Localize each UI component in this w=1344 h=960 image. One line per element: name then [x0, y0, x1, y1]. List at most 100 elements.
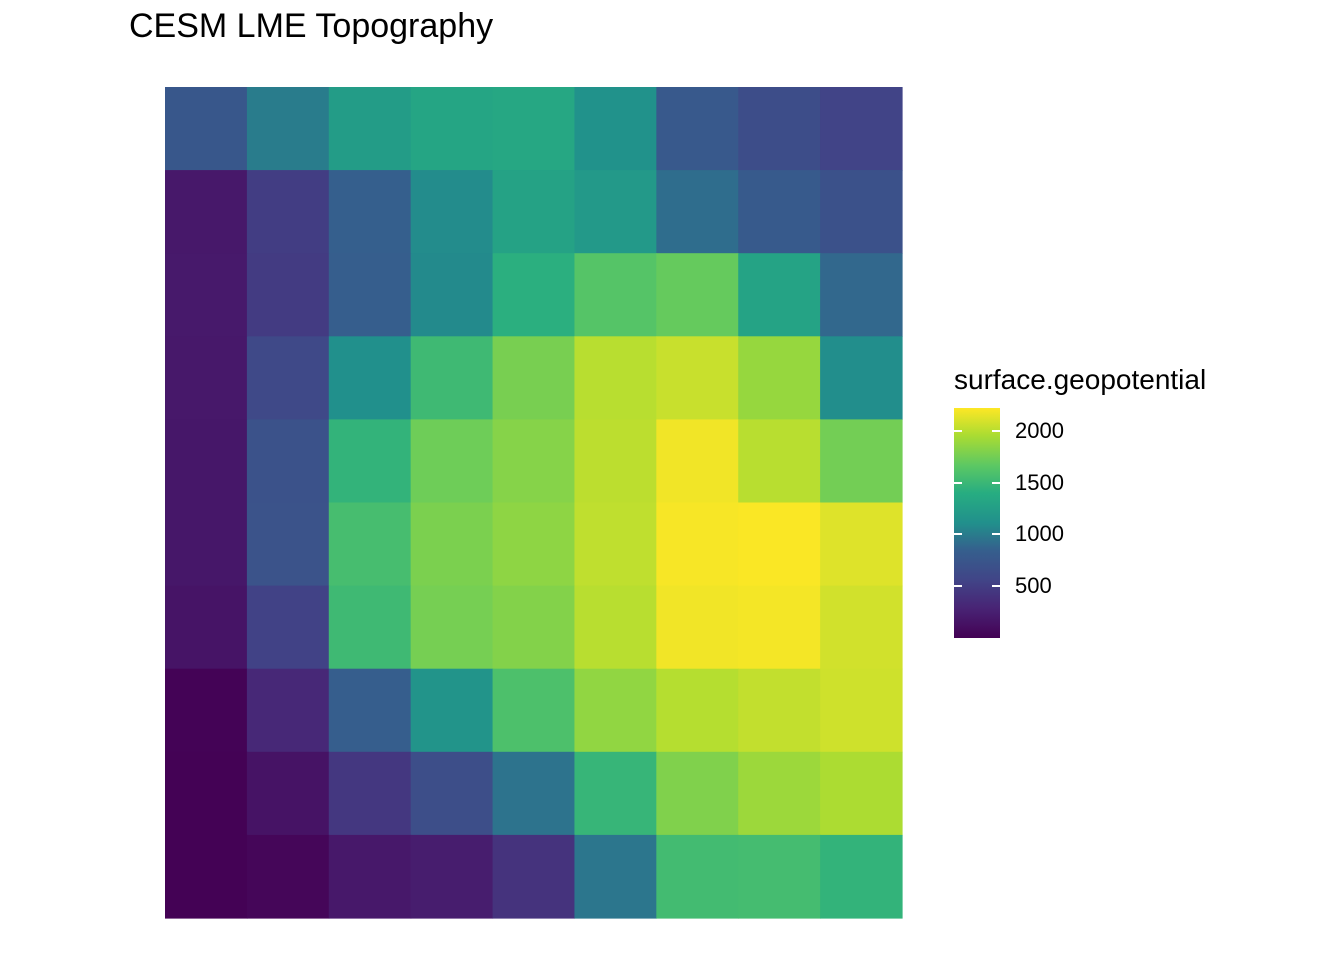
heatmap-cell-r9-c1 — [246, 834, 330, 919]
heatmap-cell-r1-c3 — [410, 170, 494, 254]
heatmap-cell-r6-c0 — [165, 585, 248, 670]
heatmap-cell-r8-c6 — [656, 751, 739, 836]
heatmap-cell-r3-c3 — [410, 336, 494, 420]
heatmap-cell-r9-c8 — [820, 834, 903, 919]
heatmap-cell-r1-c1 — [246, 170, 330, 254]
heatmap-cell-r0-c1 — [246, 87, 330, 171]
heatmap-cell-r5-c4 — [492, 502, 576, 587]
heatmap-cell-r8-c2 — [328, 751, 412, 836]
heatmap-cell-r8-c0 — [165, 751, 248, 836]
heatmap-cell-r2-c1 — [246, 253, 330, 337]
heatmap-cell-r9-c0 — [165, 834, 248, 919]
heatmap-cell-r7-c3 — [410, 668, 494, 753]
heatmap-cell-r9-c7 — [738, 834, 821, 919]
heatmap-cell-r0-c7 — [738, 87, 821, 171]
heatmap-cell-r8-c5 — [574, 751, 657, 836]
heatmap-cell-r1-c8 — [820, 170, 903, 254]
heatmap-cell-r2-c3 — [410, 253, 494, 337]
heatmap-cell-r5-c1 — [246, 502, 330, 587]
legend-tick-label-0: 500 — [1015, 573, 1052, 599]
heatmap-cell-r3-c1 — [246, 336, 330, 420]
legend-tick-label-1: 1000 — [1015, 521, 1064, 547]
heatmap-cell-r2-c8 — [820, 253, 903, 337]
heatmap-cell-r1-c4 — [492, 170, 576, 254]
heatmap-cell-r1-c5 — [574, 170, 657, 254]
heatmap-cell-r0-c2 — [328, 87, 412, 171]
heatmap-cell-r9-c3 — [410, 834, 494, 919]
heatmap-cell-r2-c5 — [574, 253, 657, 337]
heatmap-cell-r3-c6 — [656, 336, 739, 420]
heatmap-cell-r2-c6 — [656, 253, 739, 337]
heatmap-cell-r9-c5 — [574, 834, 657, 919]
heatmap-cell-r6-c6 — [656, 585, 739, 670]
heatmap-cell-r4-c6 — [656, 419, 739, 504]
heatmap-cell-r5-c5 — [574, 502, 657, 587]
heatmap-cell-r1-c7 — [738, 170, 821, 254]
legend-tick-right-0 — [992, 585, 1000, 588]
chart-title: CESM LME Topography — [129, 7, 494, 45]
heatmap-cell-r0-c8 — [820, 87, 903, 171]
heatmap-cell-r2-c7 — [738, 253, 821, 337]
heatmap-cell-r1-c0 — [165, 170, 248, 254]
heatmap-cell-r9-c6 — [656, 834, 739, 919]
heatmap-cell-r0-c4 — [492, 87, 576, 171]
legend-tick-label-2: 1500 — [1015, 469, 1064, 495]
heatmap-cell-r6-c1 — [246, 585, 330, 670]
heatmap-cell-r4-c2 — [328, 419, 412, 504]
heatmap-cell-r8-c4 — [492, 751, 576, 836]
heatmap-cell-r6-c2 — [328, 585, 412, 670]
heatmap-cell-r4-c4 — [492, 419, 576, 504]
legend-tick-right-2 — [992, 481, 1000, 484]
heatmap-cell-r7-c4 — [492, 668, 576, 753]
heatmap-cell-r3-c4 — [492, 336, 576, 420]
heatmap-cell-r5-c2 — [328, 502, 412, 587]
heatmap-cell-r0-c5 — [574, 87, 657, 171]
heatmap-cell-r2-c0 — [165, 253, 248, 337]
heatmap-cell-r7-c6 — [656, 668, 739, 753]
heatmap-cell-r8-c3 — [410, 751, 494, 836]
heatmap-cell-r2-c4 — [492, 253, 576, 337]
heatmap-cell-r7-c1 — [246, 668, 330, 753]
heatmap-cell-r6-c7 — [738, 585, 821, 670]
heatmap-cell-r6-c4 — [492, 585, 576, 670]
heatmap-cell-r0-c6 — [656, 87, 739, 171]
heatmap-cell-r1-c6 — [656, 170, 739, 254]
heatmap-cell-r7-c7 — [738, 668, 821, 753]
heatmap-cell-r6-c5 — [574, 585, 657, 670]
heatmap-cell-r6-c3 — [410, 585, 494, 670]
heatmap-cell-r6-c8 — [820, 585, 903, 670]
heatmap-cell-r3-c0 — [165, 336, 248, 420]
heatmap-cell-r7-c2 — [328, 668, 412, 753]
heatmap-cell-r1-c2 — [328, 170, 412, 254]
heatmap-cell-r2-c2 — [328, 253, 412, 337]
heatmap-cell-r3-c2 — [328, 336, 412, 420]
heatmap-cell-r8-c7 — [738, 751, 821, 836]
heatmap-cell-r4-c1 — [246, 419, 330, 504]
legend-tick-right-3 — [992, 429, 1000, 432]
legend-tick-left-1 — [954, 533, 962, 536]
heatmap-cell-r9-c2 — [328, 834, 412, 919]
legend-tick-right-1 — [992, 533, 1000, 536]
legend-title: surface.geopotential — [954, 364, 1207, 395]
heatmap-cell-r4-c8 — [820, 419, 903, 504]
heatmap-cell-r8-c1 — [246, 751, 330, 836]
heatmap-cell-r4-c7 — [738, 419, 821, 504]
heatmap-cell-r7-c0 — [165, 668, 248, 753]
heatmap-cell-r4-c3 — [410, 419, 494, 504]
legend-tick-left-2 — [954, 481, 962, 484]
legend-tick-left-0 — [954, 585, 962, 588]
legend-colorbar — [954, 408, 1000, 638]
heatmap-cell-r0-c3 — [410, 87, 494, 171]
heatmap-cell-r9-c4 — [492, 834, 576, 919]
heatmap-cell-r5-c0 — [165, 502, 248, 587]
heatmap-cell-r4-c5 — [574, 419, 657, 504]
heatmap-cell-r0-c0 — [165, 87, 248, 171]
heatmap-cell-r3-c7 — [738, 336, 821, 420]
heatmap-cell-r5-c3 — [410, 502, 494, 587]
heatmap-cell-r4-c0 — [165, 419, 248, 504]
heatmap-cell-r5-c6 — [656, 502, 739, 587]
legend-tick-left-3 — [954, 429, 962, 432]
heatmap-cell-r5-c7 — [738, 502, 821, 587]
